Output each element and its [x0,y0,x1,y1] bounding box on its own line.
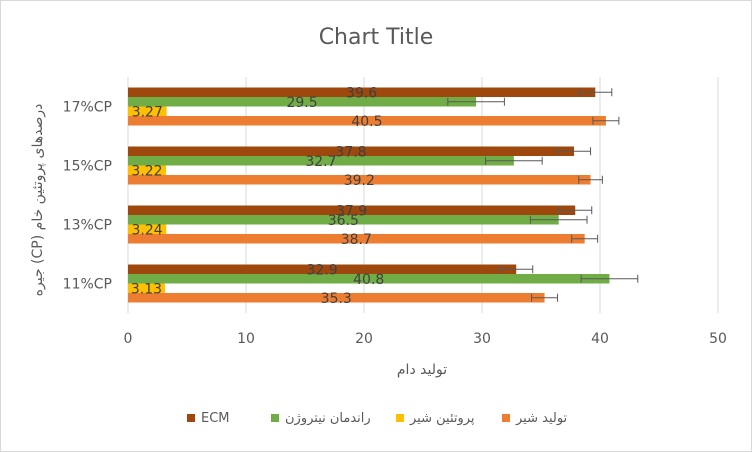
data-label: 3.27 [132,104,163,120]
x-tick-label: 40 [591,331,609,347]
bar [128,97,477,107]
legend-swatch [502,414,510,422]
bar [128,116,606,126]
legend-label: راندمان نیتروژن [285,411,371,426]
data-label: 36.5 [328,213,359,229]
bar [128,87,596,97]
data-label: 3.22 [131,163,162,179]
bar [128,234,585,244]
bar [128,146,575,156]
data-label: 32.7 [305,154,336,170]
y-tick-label: 15%CP [63,159,112,175]
data-label: 40.8 [353,272,384,288]
bar [128,283,165,293]
legend: ECM راندمان نیتروژن پروتئین شیر تولید شیر [187,411,568,426]
bar [128,205,576,215]
data-label: 35.3 [321,291,352,307]
data-label: 39.6 [346,85,377,101]
chart-title: Chart Title [319,25,434,50]
data-label: 40.5 [351,114,382,130]
bar [128,224,167,234]
x-tick-label: 50 [709,331,727,347]
error-bars [447,88,639,302]
x-tick-label: 0 [124,331,133,347]
bar [128,106,167,116]
y-tick-label: 11%CP [63,277,112,293]
bar [128,156,514,166]
data-label: 29.5 [286,95,317,111]
data-label: 38.7 [341,232,372,248]
y-tick-label: 17%CP [63,100,112,116]
bar [128,165,166,175]
legend-swatch [187,414,195,422]
legend-label: پروتئین شیر [409,411,475,426]
legend-label: ECM [201,411,230,426]
x-axis-label: تولید دام [397,362,447,378]
y-axis-label: درصدهای پروتئین خام (CP) جیره [30,104,46,297]
data-label: 37.9 [336,203,367,219]
data-label: 37.8 [335,144,366,160]
bar [128,274,610,284]
x-tick-labels: 0 10 20 30 40 50 [124,331,727,347]
bar [128,264,517,274]
data-label: 39.2 [344,173,375,189]
data-label: 32.9 [307,262,338,278]
data-label: 3.13 [131,281,162,297]
x-tick-label: 30 [473,331,491,347]
legend-swatch [396,414,404,422]
bars [128,87,610,303]
y-tick-labels: 11%CP 13%CP 15%CP 17%CP [63,100,112,293]
legend-label: تولید شیر [515,411,568,426]
bar [128,175,591,185]
data-label: 3.24 [132,222,163,238]
bar [128,293,545,303]
x-tick-label: 20 [355,331,373,347]
bar [128,215,559,225]
legend-swatch [271,414,279,422]
data-labels: 32.9 40.8 3.13 35.3 37.936.5 3.24 38.7 37.832.7… [131,85,384,307]
y-tick-label: 13%CP [63,218,112,234]
x-tick-label: 10 [237,331,255,347]
